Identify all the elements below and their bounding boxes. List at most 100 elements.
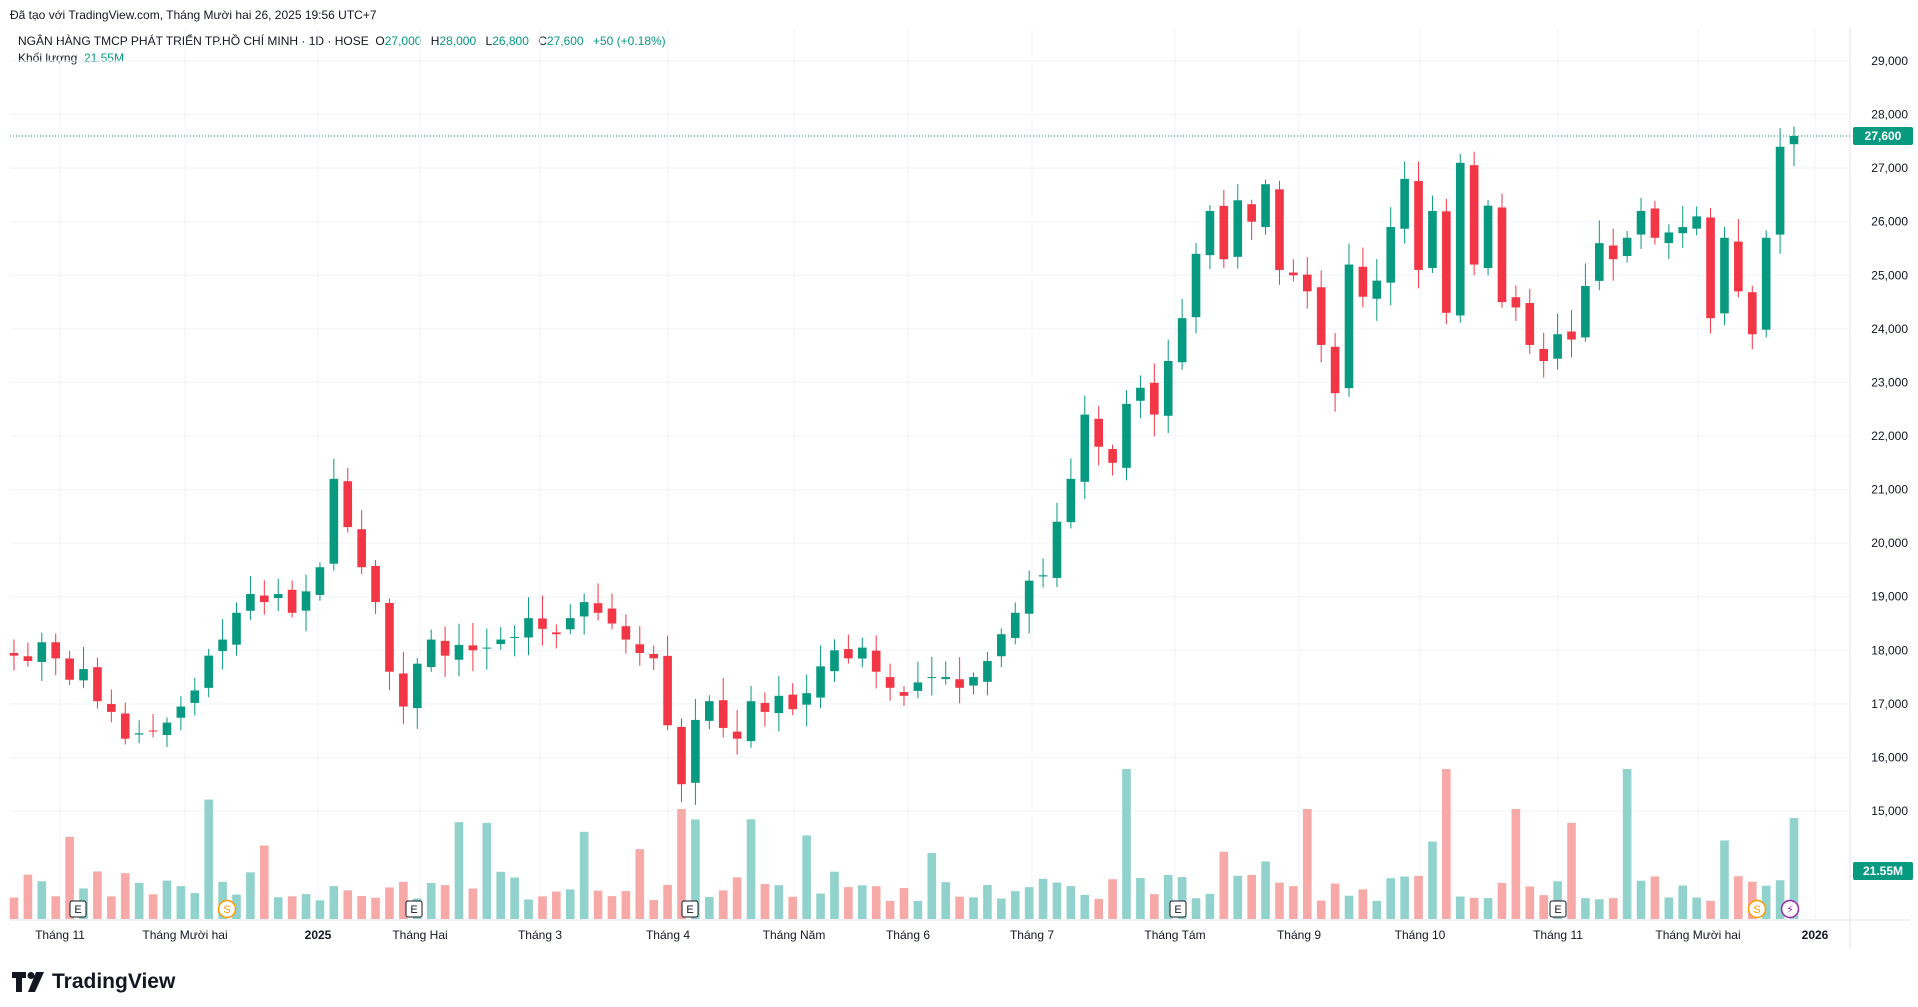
candle-body — [176, 706, 186, 718]
volume-bar — [385, 887, 394, 919]
volume-bar — [1010, 891, 1020, 919]
volume-bar — [830, 871, 839, 919]
time-tick-label: Tháng Mười hai — [142, 928, 227, 942]
candle-body — [1122, 403, 1131, 468]
volume-bar — [579, 831, 589, 919]
volume-bar — [969, 897, 978, 919]
price-tick-label: 27,000 — [1871, 161, 1908, 175]
candle-body — [246, 594, 255, 611]
volume-bar — [1163, 874, 1173, 919]
candle-body — [1094, 418, 1103, 447]
earnings-marker-label: E — [1174, 904, 1181, 916]
candle-body — [927, 677, 937, 679]
volume-bar — [1664, 897, 1674, 919]
volume-bar — [426, 882, 436, 919]
volume-bar — [1483, 898, 1493, 919]
earnings-marker-icon — [1169, 900, 1187, 918]
split-marker-icon — [1780, 899, 1800, 919]
candle-body — [524, 618, 533, 638]
candle-body — [37, 642, 47, 662]
volume-bar — [1678, 885, 1688, 919]
candle-body — [1150, 382, 1159, 415]
candle-body — [1761, 237, 1771, 330]
volume-bar — [23, 874, 33, 919]
candle-body — [802, 693, 811, 705]
volume-bar — [1789, 818, 1799, 919]
volume-bar — [176, 886, 186, 919]
volume-bar — [246, 872, 255, 919]
candle-body — [287, 589, 297, 613]
volume-bar — [1066, 886, 1076, 919]
candle-body — [663, 655, 672, 726]
candle-body — [1372, 280, 1382, 299]
candle-body — [343, 481, 353, 528]
candle-body — [1414, 181, 1423, 270]
change-value: +50 (+0.18%) — [592, 34, 666, 48]
time-tick-label: Tháng 9 — [1277, 928, 1321, 942]
volume-bar — [885, 900, 895, 919]
candle-body — [1275, 189, 1284, 270]
price-tick-label: 18,000 — [1871, 643, 1908, 657]
time-tick-label: Tháng 11 — [35, 928, 85, 942]
volume-bar — [1261, 861, 1270, 919]
earnings-marker-label: E — [1554, 904, 1561, 916]
candle-body — [1525, 303, 1535, 345]
volume-bar — [218, 881, 227, 919]
dividend-marker-label: S — [1753, 904, 1760, 916]
volume-bar — [204, 799, 213, 919]
volume-bar — [1289, 886, 1298, 919]
tradingview-logo[interactable]: TradingView — [12, 970, 175, 994]
candle-body — [607, 608, 617, 624]
candle-body — [9, 652, 19, 656]
time-axis[interactable]: Tháng 11 Tháng Mười hai 2025 Tháng Hai Tháng… — [35, 928, 1829, 942]
volume-bar — [1219, 851, 1229, 919]
candle-body — [1595, 243, 1604, 281]
ohlc-legend: NGÂN HÀNG TMCP PHÁT TRIỂN TP.HỒ CHÍ MINH… — [18, 34, 672, 48]
volume-bar — [1539, 895, 1548, 919]
candle-body — [871, 650, 881, 672]
symbol-title: NGÂN HÀNG TMCP PHÁT TRIỂN TP.HỒ CHÍ MINH… — [18, 34, 369, 48]
candle-body — [162, 722, 172, 736]
volume-bar — [565, 889, 575, 919]
snapshot-caption: Đã tạo với TradingView.com, Tháng Mười h… — [10, 8, 377, 22]
candle-body — [997, 634, 1006, 657]
volume-bar — [1358, 889, 1368, 919]
price-tick-label: 29,000 — [1871, 54, 1908, 68]
candle-body — [1219, 205, 1229, 260]
candle-body — [510, 636, 519, 638]
volume-bar — [1386, 878, 1396, 919]
volume-bars — [9, 769, 1799, 919]
price-axis[interactable]: 29,000 28,000 27,000 26,000 25,000 24,000 23,0… — [1853, 54, 1913, 880]
time-tick-label: Tháng Tám — [1144, 928, 1205, 942]
candle-body — [857, 647, 867, 659]
candle-body — [134, 733, 144, 735]
candle-body — [385, 602, 394, 672]
candle-body — [440, 640, 450, 656]
candle-body — [579, 602, 589, 617]
candle-body — [565, 618, 575, 630]
volume-bar — [482, 822, 492, 919]
candle-body — [260, 595, 269, 603]
candle-body — [120, 713, 130, 739]
candle-body — [426, 639, 436, 668]
volume-bar — [663, 884, 672, 919]
time-tick-label: Tháng 10 — [1395, 928, 1446, 942]
volume-bar — [899, 888, 909, 919]
high-label: H — [430, 34, 440, 48]
volume-bar — [1038, 878, 1048, 919]
volume-bar — [287, 896, 297, 919]
price-tick-label: 17,000 — [1871, 697, 1908, 711]
time-tick-label: 2025 — [305, 928, 332, 942]
candle-body — [969, 677, 978, 686]
candle-body — [1720, 237, 1729, 314]
candle-body — [1428, 211, 1437, 268]
volume-bar — [1581, 898, 1590, 919]
candle-body — [955, 679, 964, 688]
price-chart[interactable]: 29,000 28,000 27,000 26,000 25,000 24,000 23,0… — [0, 0, 1918, 960]
candle-body — [774, 695, 784, 714]
time-tick-label: Tháng Hai — [392, 928, 447, 942]
candle-body — [816, 666, 825, 698]
candle-body — [1191, 253, 1201, 318]
time-tick-label: Tháng Năm — [763, 928, 826, 942]
candle-body — [1247, 204, 1256, 222]
